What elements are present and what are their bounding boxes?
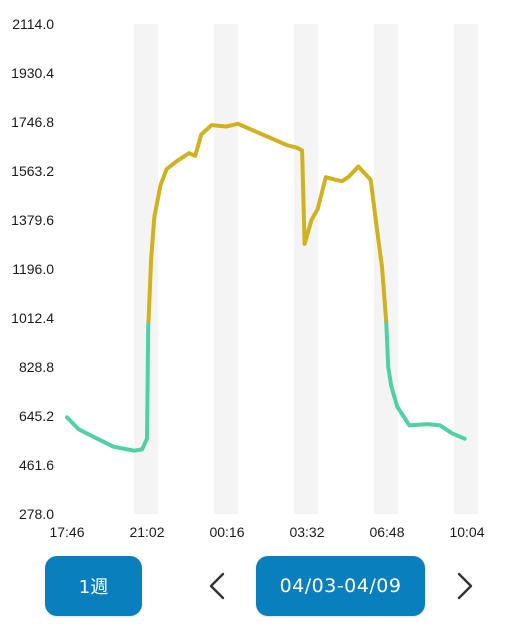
x-tick-label: 03:32	[289, 524, 324, 540]
x-axis-labels: 17:46 21:02 00:16 03:32 06:48 10:04	[49, 524, 484, 540]
y-tick-label: 1196.0	[12, 261, 54, 277]
chart-background-bands	[134, 24, 478, 514]
y-tick-label: 1379.6	[11, 212, 54, 228]
y-tick-label: 1930.4	[11, 65, 54, 81]
data-point	[236, 122, 240, 126]
y-tick-label: 461.6	[19, 457, 54, 473]
data-point	[295, 146, 299, 150]
series-line-high	[146, 121, 389, 324]
data-point	[175, 159, 179, 163]
data-point	[407, 423, 411, 427]
data-point	[145, 437, 149, 441]
y-tick-label: 645.2	[19, 408, 54, 424]
data-point	[369, 178, 373, 182]
data-point	[95, 437, 99, 441]
data-point	[450, 431, 454, 435]
data-point	[309, 218, 314, 222]
period-button[interactable]: 1週	[45, 556, 142, 616]
data-point	[187, 151, 191, 155]
data-point	[304, 237, 308, 241]
data-point	[273, 138, 277, 142]
y-tick-label: 828.8	[19, 359, 54, 375]
data-point	[384, 319, 388, 323]
data-point	[340, 179, 344, 183]
y-tick-label: 1012.4	[11, 310, 54, 326]
x-tick-label: 00:16	[209, 524, 244, 540]
data-point	[140, 447, 144, 451]
data-point	[146, 325, 150, 329]
data-point	[300, 148, 304, 153]
data-point	[158, 183, 163, 187]
y-tick-label: 1746.8	[11, 114, 54, 130]
data-point	[324, 175, 328, 179]
data-point	[209, 123, 214, 127]
data-point	[165, 167, 169, 171]
data-point	[380, 266, 384, 270]
data-point	[303, 242, 307, 246]
data-point	[438, 423, 442, 427]
x-tick-label: 21:02	[129, 524, 164, 540]
y-tick-label: 2114.0	[12, 16, 54, 32]
y-tick-label: 1563.2	[11, 163, 54, 179]
data-point	[77, 427, 81, 431]
data-point	[111, 445, 116, 449]
plot-area	[65, 121, 467, 453]
data-point	[248, 127, 252, 131]
chevron-left-icon[interactable]	[203, 570, 233, 602]
data-point	[386, 365, 390, 369]
data-point	[65, 415, 69, 419]
y-axis-labels: 2114.0 1930.4 1746.8 1563.2 1379.6 1196.0 1012…	[11, 16, 54, 522]
y-tick-label: 278.0	[19, 506, 54, 522]
data-point	[199, 132, 203, 137]
data-point	[389, 383, 393, 387]
chart-band	[214, 24, 238, 514]
data-point	[132, 449, 136, 453]
data-point	[224, 124, 228, 129]
data-point	[316, 207, 320, 211]
data-point	[356, 164, 360, 169]
x-tick-label: 06:48	[369, 524, 404, 540]
line-chart: 2114.0 1930.4 1746.8 1563.2 1379.6 1196.0 1012…	[11, 16, 485, 540]
data-point	[152, 215, 156, 219]
data-point	[346, 175, 350, 179]
x-tick-label: 17:46	[49, 524, 84, 540]
data-point	[375, 226, 379, 230]
chart-band	[454, 24, 478, 514]
data-point	[260, 132, 265, 137]
data-point	[463, 437, 467, 441]
data-point	[149, 258, 153, 262]
data-point	[193, 154, 197, 158]
chart-band	[374, 24, 398, 514]
data-point	[426, 422, 430, 426]
data-point	[285, 143, 289, 147]
chevron-right-icon[interactable]	[449, 570, 479, 602]
chart-band	[294, 24, 318, 514]
x-tick-label: 10:04	[449, 524, 484, 540]
date-range-button[interactable]: 04/03-04/09	[256, 556, 425, 616]
data-point	[395, 405, 399, 409]
data-point	[334, 178, 338, 182]
